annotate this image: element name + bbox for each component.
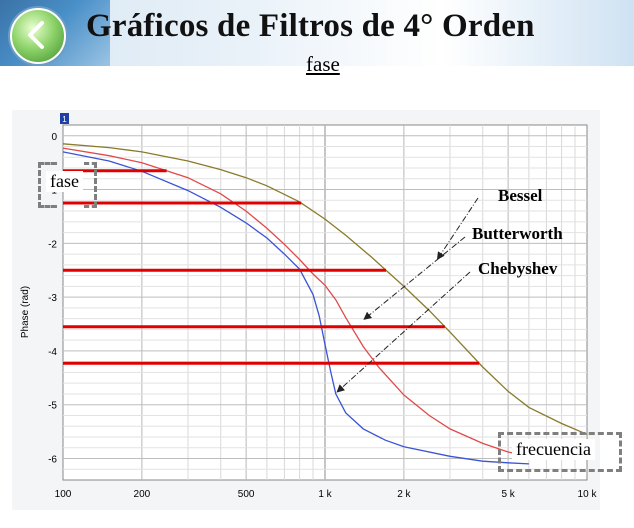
legend-bessel: Bessel [498, 186, 543, 205]
frecuencia-callout-frame [498, 432, 622, 472]
slide-title: Gráficos de Filtros de 4° Orden [86, 8, 535, 44]
back-button[interactable] [10, 8, 66, 64]
back-arrow-icon [28, 21, 44, 49]
series-bessel [62, 143, 588, 435]
slide-subtitle: fase [306, 52, 340, 76]
y-tick-label: -5 [48, 401, 57, 412]
fase-callout-frame-right [84, 162, 97, 208]
y-tick-label: -4 [48, 347, 57, 358]
marker-badge [60, 113, 69, 124]
x-tick-label: 5 k [501, 489, 515, 500]
y-axis-label: Phase (rad) [20, 286, 31, 338]
annotation-arrow [363, 236, 466, 320]
y-tick-label: -6 [48, 454, 57, 465]
legend-butterworth: Butterworth [472, 224, 563, 243]
y-tick-label: -3 [48, 293, 57, 304]
x-tick-label: 2 k [397, 489, 411, 500]
fase-callout-frame-left [38, 162, 57, 208]
x-tick-label: 100 [55, 489, 72, 500]
annotation-arrow [436, 197, 479, 261]
chart-grid [62, 124, 588, 481]
y-tick-label: 0 [51, 132, 57, 143]
x-tick-label: 500 [238, 489, 255, 500]
chart-series [62, 143, 588, 465]
y-tick-label: -2 [48, 239, 57, 250]
fase-callout: fase [46, 171, 83, 192]
series-chebyshev [62, 151, 529, 465]
reference-lines [63, 169, 480, 365]
frecuencia-callout: frecuencia [512, 439, 595, 460]
x-tick-label: 1 k [318, 489, 332, 500]
marker-badge-label: 1 [62, 115, 67, 124]
legend-chebyshev: Chebyshev [478, 259, 558, 278]
x-tick-label: 200 [134, 489, 151, 500]
series-butterworth [62, 147, 530, 457]
x-tick-label: 10 k [578, 489, 598, 500]
annotation-arrows [336, 197, 479, 393]
annotation-arrow [336, 271, 471, 393]
